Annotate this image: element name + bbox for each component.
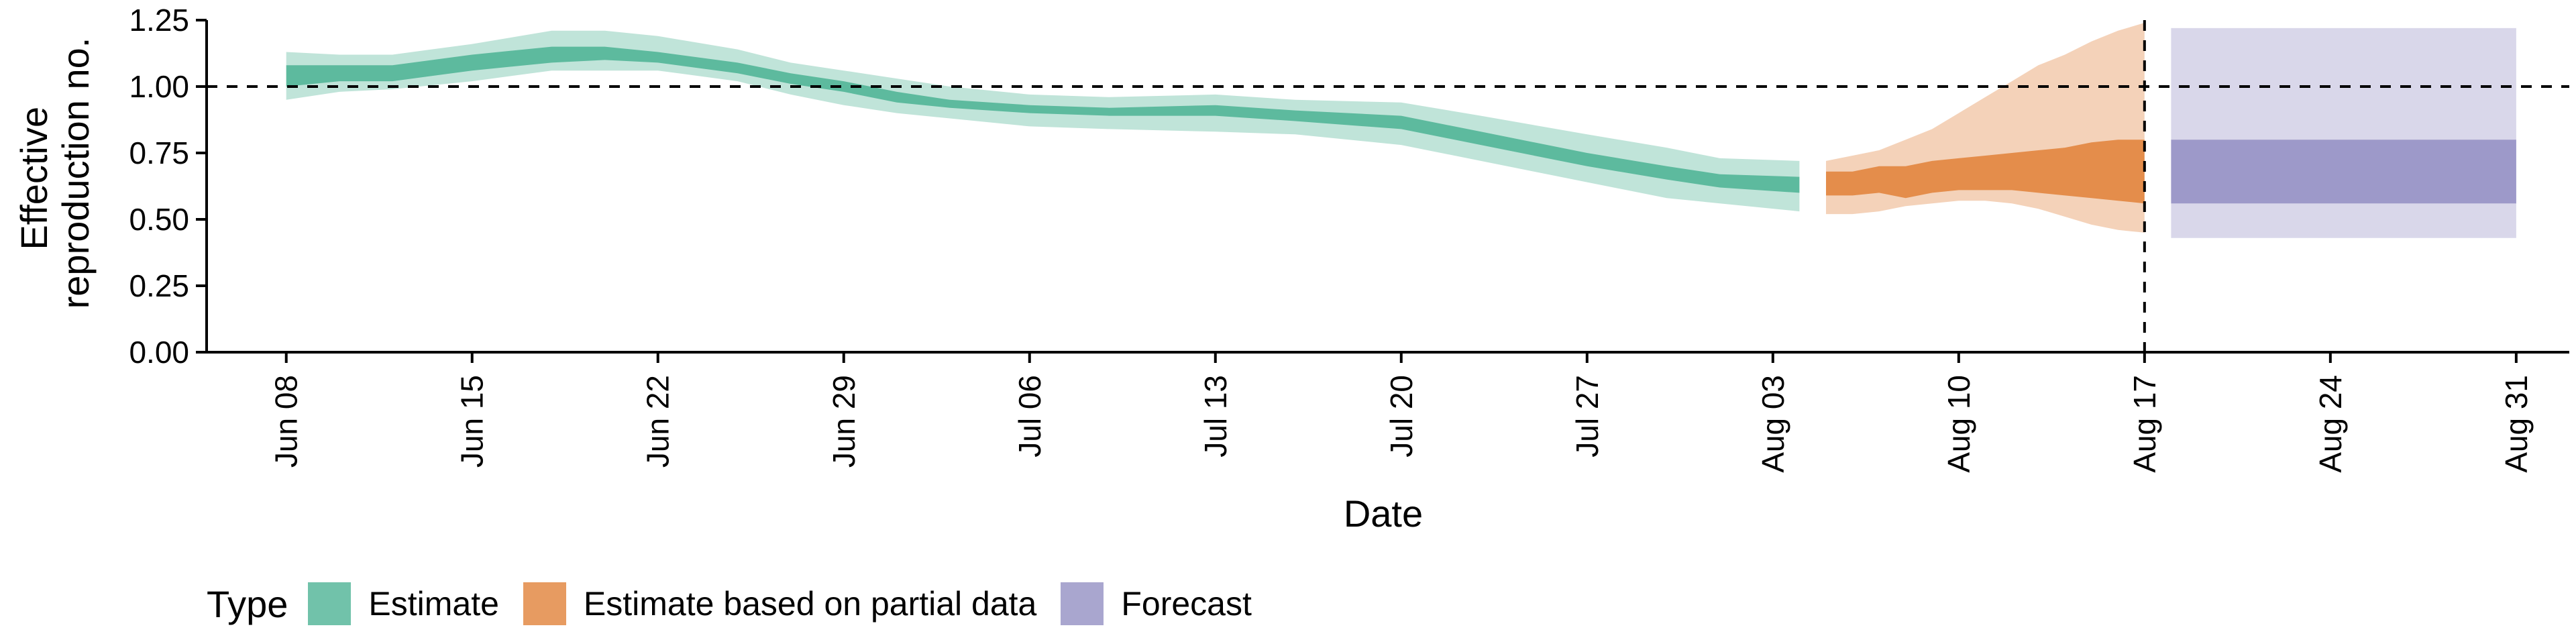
legend-swatch-estimate [308, 582, 351, 625]
legend-item-forecast: Forecast [1061, 582, 1252, 625]
y-axis-title: Effective reproduction no. [13, 38, 97, 309]
ribbon-bands [286, 23, 2516, 238]
x-tick-label: Aug 31 [2499, 375, 2534, 473]
legend-swatch-forecast [1061, 582, 1104, 625]
x-tick-label: Aug 10 [1941, 375, 1976, 473]
x-tick-label: Jun 22 [641, 375, 676, 468]
x-tick-label: Jun 15 [455, 375, 490, 468]
x-tick-label: Jul 27 [1570, 375, 1605, 458]
y-axis-title-line-1: Effective [13, 107, 55, 250]
legend-label-estimate: Estimate [368, 584, 499, 623]
x-tick-label: Jun 29 [826, 375, 861, 468]
legend-title: Type [207, 582, 288, 626]
x-tick-label: Aug 24 [2313, 375, 2348, 473]
legend-item-estimate: Estimate [308, 582, 499, 625]
legend: Type Estimate Estimate based on partial … [207, 577, 1276, 631]
band-90-estimate-based-on-partial-data [1826, 23, 2145, 233]
y-tick-label: 0.00 [129, 335, 189, 370]
x-tick-label: Aug 03 [1756, 375, 1790, 473]
y-tick-label: 1.25 [129, 3, 189, 38]
x-tick-label: Jul 13 [1198, 375, 1233, 458]
y-tick-label: 0.25 [129, 268, 189, 303]
y-tick-label: 0.50 [129, 202, 189, 237]
legend-label-forecast: Forecast [1121, 584, 1252, 623]
band-50-forecast [2171, 140, 2516, 203]
x-axis-title: Date [1344, 492, 1423, 535]
y-tick-label: 1.00 [129, 69, 189, 104]
x-tick-label: Jul 20 [1384, 375, 1419, 458]
y-tick-label: 0.75 [129, 136, 189, 170]
legend-label-partial-estimate: Estimate based on partial data [584, 584, 1036, 623]
legend-swatch-partial-estimate [523, 582, 566, 625]
x-tick-label: Jul 06 [1012, 375, 1047, 458]
x-tick-label: Aug 17 [2127, 375, 2162, 473]
legend-item-partial-estimate: Estimate based on partial data [523, 582, 1036, 625]
band-90-forecast [2171, 28, 2516, 238]
x-tick-label: Jun 08 [269, 375, 304, 468]
y-axis-title-line-2: reproduction no. [54, 38, 97, 309]
